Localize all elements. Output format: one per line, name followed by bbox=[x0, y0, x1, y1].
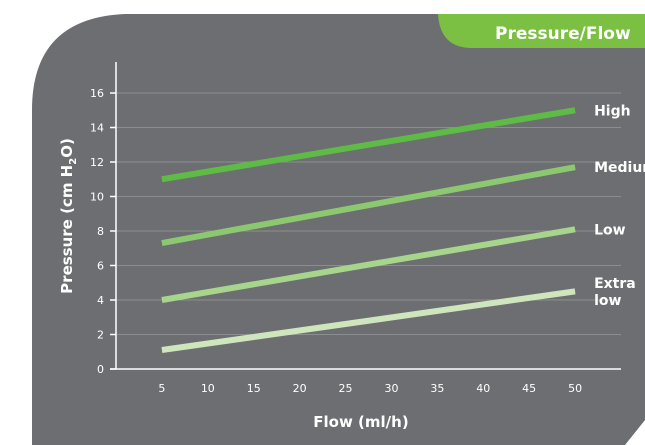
axes: 0 2 4 6 8 10 12 14 16 5 10 15 20 25 30 35 40 45 50 bbox=[90, 62, 621, 395]
series-label-low: Low bbox=[594, 222, 626, 238]
y-tick-label-6: 6 bbox=[97, 260, 104, 273]
series-label-extra-low: Extra low bbox=[594, 276, 636, 309]
x-tick-label-35: 35 bbox=[430, 382, 444, 395]
series-line-medium bbox=[161, 164, 576, 247]
x-tick-label-20: 20 bbox=[293, 382, 307, 395]
y-tick-label-2: 2 bbox=[97, 329, 104, 342]
x-tick-label-25: 25 bbox=[339, 382, 353, 395]
y-tick-label-14: 14 bbox=[90, 122, 104, 135]
x-tick-label-5: 5 bbox=[158, 382, 165, 395]
x-tick-label-45: 45 bbox=[522, 382, 536, 395]
x-tick-label-10: 10 bbox=[201, 382, 215, 395]
x-tick-label-40: 40 bbox=[476, 382, 490, 395]
y-tick-label-4: 4 bbox=[97, 294, 104, 307]
x-tick-label-50: 50 bbox=[568, 382, 582, 395]
series-line-high bbox=[161, 107, 576, 183]
tab-background bbox=[438, 14, 645, 48]
y-tick-label-12: 12 bbox=[90, 156, 104, 169]
y-tick-label-10: 10 bbox=[90, 191, 104, 204]
chart-panel bbox=[32, 14, 645, 445]
tab-label: Pressure/Flow bbox=[495, 24, 631, 44]
y-tick-label-8: 8 bbox=[97, 225, 104, 238]
y-tick-label-0: 0 bbox=[97, 363, 104, 376]
x-tick-label-15: 15 bbox=[247, 382, 261, 395]
series-lines bbox=[161, 107, 576, 353]
series-label-high: High bbox=[594, 103, 631, 119]
series-line-low bbox=[161, 226, 576, 303]
y-axis-title: Pressure (cm H2O) bbox=[58, 138, 79, 294]
series-label-medium: Medium bbox=[594, 160, 645, 176]
x-axis-title: Flow (ml/h) bbox=[313, 413, 408, 431]
x-tick-label-30: 30 bbox=[384, 382, 398, 395]
series-line-extra-low bbox=[161, 288, 576, 353]
y-tick-label-16: 16 bbox=[90, 87, 104, 100]
